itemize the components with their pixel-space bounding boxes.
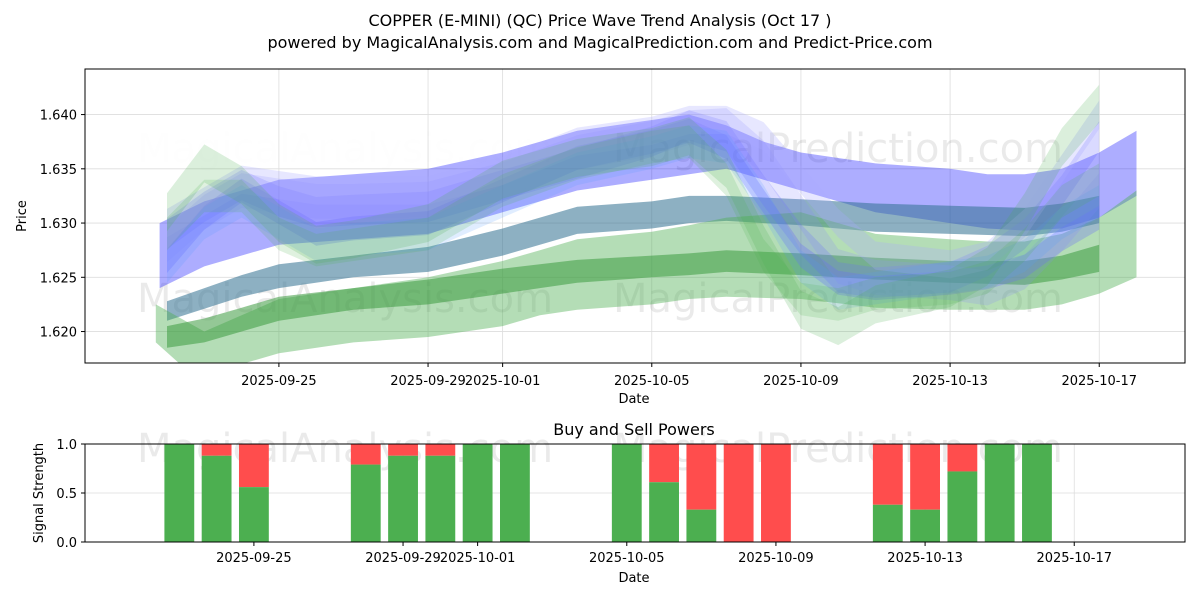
price-wave-band: [167, 125, 1100, 321]
powers-x-tick-label: 2025-10-09: [738, 551, 814, 566]
sell-bar: [425, 444, 456, 456]
buy-bar: [872, 504, 903, 542]
sell-bar: [761, 444, 791, 542]
buy-bar: [425, 455, 456, 542]
buy-bar: [238, 487, 269, 542]
buy-bar: [947, 471, 978, 542]
powers-x-ticks: 2025-09-25 2025-09-29 2025-10-01 2025-10-05…: [216, 542, 1112, 566]
sell-bar: [947, 444, 978, 472]
price-x-tick-label: 2025-09-25: [241, 374, 317, 389]
price-wave-band: [167, 125, 1100, 310]
price-band-green-mid: [167, 244, 1100, 348]
buy-bar: [201, 455, 232, 542]
buy-bar: [1022, 444, 1052, 542]
buy-bar: [164, 444, 195, 542]
price-wave-band: [167, 108, 1100, 306]
chart-title: COPPER (E-MINI) (QC) Price Wave Trend An…: [368, 11, 831, 30]
price-axes-frame: [84, 68, 1186, 364]
watermark-text: MagicalPrediction.com: [613, 126, 1063, 172]
powers-x-tick-label: 2025-09-29: [365, 551, 441, 566]
sell-bar: [388, 444, 418, 456]
powers-x-axis-label: Date: [618, 571, 649, 586]
powers-title: Buy and Sell Powers: [553, 420, 715, 439]
price-wave-band: [167, 84, 1100, 346]
price-band-blue-wide: [159, 114, 1137, 289]
buy-bar: [388, 455, 418, 542]
buy-bar: [462, 444, 493, 542]
powers-y-axis-label: Signal Strength: [32, 443, 47, 543]
price-wave-band: [167, 110, 1100, 298]
sell-bar: [910, 444, 940, 510]
price-x-tick-label: 2025-09-29: [390, 374, 466, 389]
sell-bar: [872, 444, 903, 505]
price-y-tick-label: 1.630: [40, 217, 77, 232]
powers-y-tick-label: 0.5: [56, 487, 77, 502]
sell-bar: [649, 444, 679, 483]
price-x-tick-label: 2025-10-01: [465, 374, 541, 389]
powers-x-tick-label: 2025-10-13: [887, 551, 963, 566]
powers-bars: [164, 444, 1052, 542]
price-x-axis-label: Date: [618, 392, 649, 407]
powers-y-tick-label: 1.0: [56, 438, 77, 453]
buy-bar: [910, 509, 940, 542]
sell-bar: [686, 444, 717, 510]
price-y-axis-label: Price: [15, 200, 30, 232]
powers-x-tick-label: 2025-10-17: [1036, 551, 1112, 566]
sell-bar: [723, 444, 754, 542]
powers-x-tick-label: 2025-10-01: [440, 551, 516, 566]
price-x-tick-label: 2025-10-13: [912, 374, 988, 389]
chart-subtitle: powered by MagicalAnalysis.com and Magic…: [267, 33, 932, 52]
powers-x-tick-label: 2025-09-25: [216, 551, 292, 566]
price-x-tick-label: 2025-10-09: [763, 374, 839, 389]
powers-x-tick-label: 2025-10-05: [589, 551, 665, 566]
price-wave-band: [167, 118, 1100, 301]
buy-bar: [649, 482, 679, 542]
buy-bar: [686, 509, 717, 542]
price-bands: [155, 84, 1137, 363]
buy-bar: [611, 444, 642, 542]
price-x-tick-label: 2025-10-05: [614, 374, 690, 389]
price-wave-band: [167, 100, 1100, 279]
price-band-teal-band: [167, 195, 1100, 321]
buy-bar: [350, 464, 381, 542]
sell-bar: [350, 444, 381, 465]
powers-y-ticks: 0.0 0.5 1.0: [56, 438, 85, 551]
price-y-tick-label: 1.625: [40, 271, 77, 286]
price-y-tick-label: 1.635: [40, 163, 77, 178]
price-y-ticks: 1.620 1.625 1.630 1.635 1.640: [40, 109, 85, 341]
buy-bar: [500, 444, 530, 542]
price-x-tick-label: 2025-10-17: [1061, 374, 1137, 389]
price-y-tick-label: 1.640: [40, 109, 77, 124]
price-x-ticks: 2025-09-25 2025-09-29 2025-10-01 2025-10-05…: [241, 363, 1137, 389]
powers-y-tick-label: 0.0: [56, 536, 77, 551]
buy-bar: [984, 444, 1015, 542]
sell-bar: [201, 444, 232, 456]
sell-bar: [238, 444, 269, 488]
price-y-tick-label: 1.620: [40, 326, 77, 341]
